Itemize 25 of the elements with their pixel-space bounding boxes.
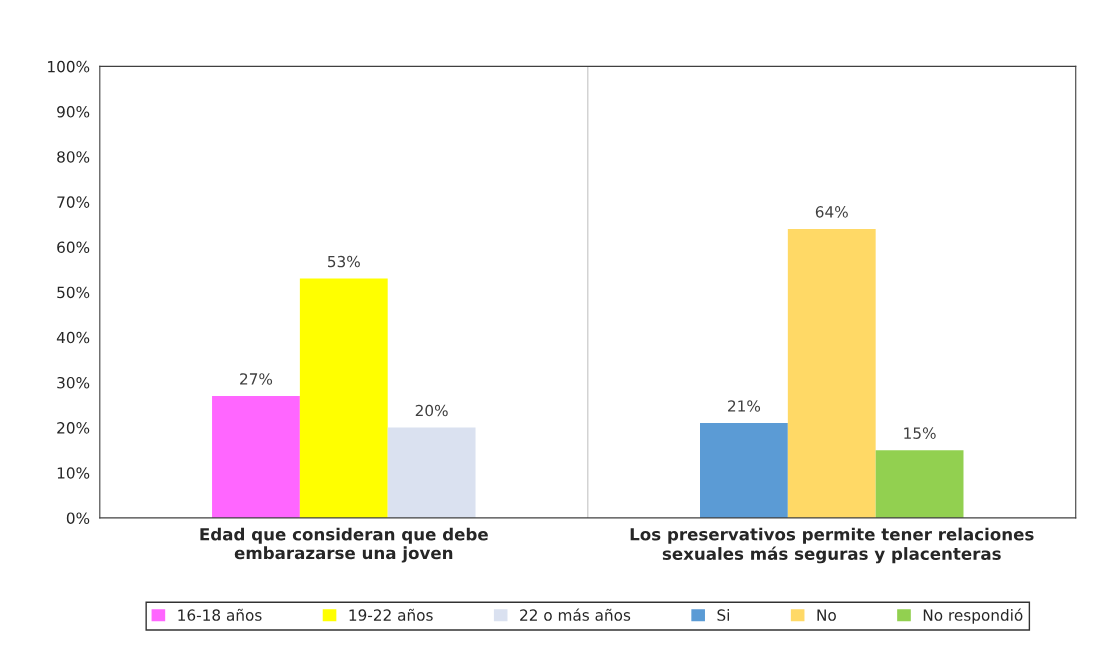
legend-label: No [817,609,836,621]
legend-label: 19-22 años [349,608,433,621]
legend-label: No respondió [923,608,1023,624]
text: 15% [904,427,936,439]
y-tick-label: 60% [57,241,90,254]
legend-label: 16-18 años [178,608,262,621]
text: 27% [240,373,273,385]
x-tick-label: Los preservativos permite tener relaciones sexuales más seguras y placenteras [630,527,1034,564]
y-tick-label: 20% [57,422,90,434]
legend-label: Si [717,609,729,621]
text: 21% [728,400,761,412]
y-tick-label: 70% [57,196,90,208]
x-tick-label: Edad que consideran que debe embarazarse una joven [200,527,488,563]
y-tick-label: 80% [57,151,90,163]
text: 20% [415,404,448,417]
text: 64% [815,206,848,218]
y-tick-label: 90% [57,106,90,118]
y-tick-label: 10% [57,467,90,479]
text: 53% [327,255,360,268]
y-tick-label: 30% [57,376,90,389]
y-tick-label: 0% [66,512,90,524]
y-tick-label: 40% [56,331,90,344]
y-tick-label: 50% [57,286,90,299]
y-tick-label: 100% [48,60,90,73]
legend-label: 22 o más años [520,608,631,621]
